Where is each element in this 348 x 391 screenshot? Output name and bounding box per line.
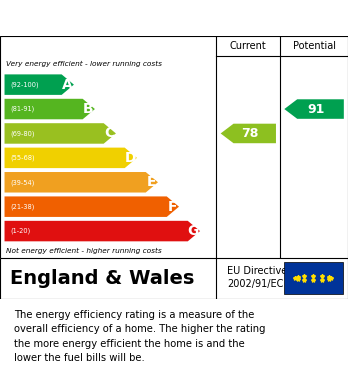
- Text: G: G: [188, 224, 199, 238]
- Text: (55-68): (55-68): [11, 154, 35, 161]
- Text: (92-100): (92-100): [11, 81, 39, 88]
- Polygon shape: [5, 148, 137, 168]
- Text: EU Directive
2002/91/EC: EU Directive 2002/91/EC: [227, 266, 287, 289]
- Polygon shape: [5, 196, 179, 217]
- Text: Potential: Potential: [293, 41, 335, 51]
- Polygon shape: [5, 99, 95, 119]
- Text: F: F: [167, 200, 177, 213]
- Bar: [284, 262, 343, 294]
- Text: The energy efficiency rating is a measure of the
overall efficiency of a home. T: The energy efficiency rating is a measur…: [14, 310, 266, 363]
- Polygon shape: [5, 74, 74, 95]
- Polygon shape: [221, 124, 276, 143]
- Text: C: C: [104, 126, 114, 140]
- Text: A: A: [62, 78, 72, 91]
- Text: E: E: [147, 175, 156, 189]
- Text: (1-20): (1-20): [11, 228, 31, 234]
- Text: (21-38): (21-38): [11, 203, 35, 210]
- Text: 78: 78: [242, 127, 259, 140]
- Text: B: B: [83, 102, 94, 116]
- Text: Current: Current: [230, 41, 267, 51]
- Text: (69-80): (69-80): [11, 130, 35, 137]
- Text: Energy Efficiency Rating: Energy Efficiency Rating: [12, 10, 241, 28]
- Polygon shape: [5, 172, 158, 192]
- Polygon shape: [5, 221, 200, 241]
- Text: D: D: [125, 151, 136, 165]
- Text: England & Wales: England & Wales: [10, 269, 195, 288]
- Polygon shape: [5, 123, 116, 144]
- Text: Not energy efficient - higher running costs: Not energy efficient - higher running co…: [6, 248, 162, 253]
- Text: 91: 91: [307, 102, 325, 116]
- Text: (39-54): (39-54): [11, 179, 35, 185]
- Polygon shape: [284, 99, 344, 119]
- Text: Very energy efficient - lower running costs: Very energy efficient - lower running co…: [6, 61, 162, 67]
- Text: (81-91): (81-91): [11, 106, 35, 112]
